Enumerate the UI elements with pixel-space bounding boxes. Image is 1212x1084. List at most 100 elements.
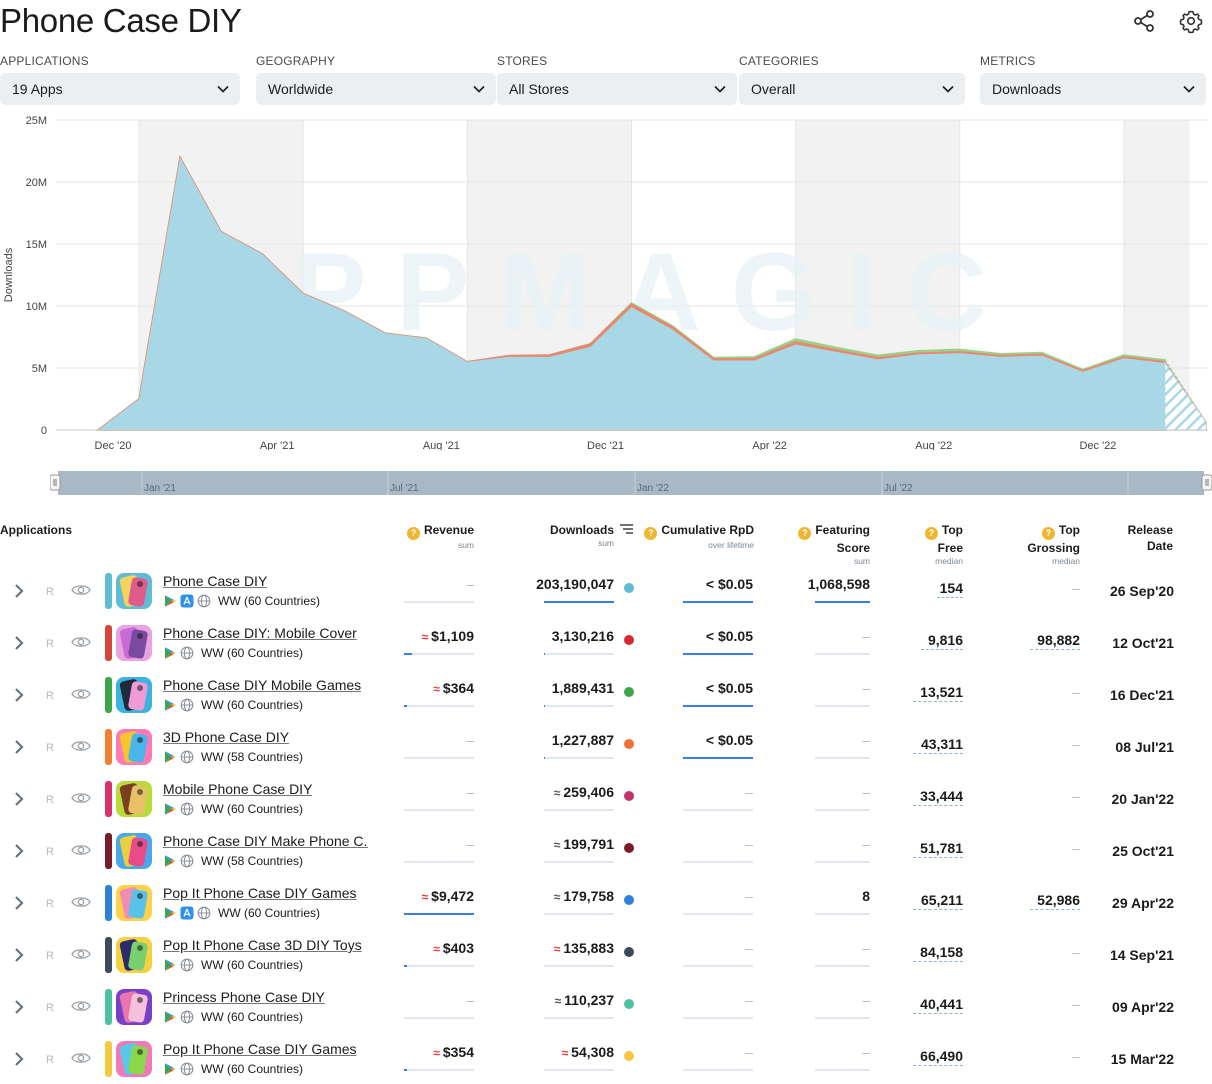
top-free-underline — [913, 909, 963, 910]
top-free-cell[interactable]: 9,816 — [927, 632, 963, 648]
col-featuring[interactable]: ? Featuring Score sum — [790, 522, 870, 566]
help-icon[interactable]: ? — [798, 527, 812, 540]
expand-row-chevron-icon[interactable] — [11, 946, 27, 964]
expand-row-chevron-icon[interactable] — [11, 582, 27, 600]
eye-icon[interactable] — [71, 1051, 91, 1065]
expand-row-chevron-icon[interactable] — [11, 1050, 27, 1068]
applications-select[interactable]: 19 Apps — [0, 73, 240, 105]
table-row[interactable]: R Phone Case DIY WW (60 Countries) – 203,190… — [0, 570, 1212, 622]
geography-select[interactable]: Worldwide — [256, 73, 496, 105]
app-name-link[interactable]: Pop It Phone Case DIY Games — [163, 1041, 357, 1057]
related-toggle[interactable]: R — [46, 846, 54, 858]
app-name-link[interactable]: Mobile Phone Case DIY — [163, 781, 313, 797]
navigator-track[interactable] — [58, 471, 1204, 495]
sort-descending-icon[interactable] — [620, 524, 633, 534]
app-name-link[interactable]: Pop It Phone Case DIY Games — [163, 885, 357, 901]
help-icon[interactable]: ? — [644, 527, 658, 540]
related-toggle[interactable]: R — [46, 638, 54, 650]
top-grossing-cell[interactable]: 52,986 — [1037, 892, 1080, 908]
col-downloads[interactable]: Downloads sum — [520, 522, 614, 548]
col-rpd[interactable]: ? Cumulative RpD over lifetime — [644, 522, 754, 550]
table-row[interactable]: R Pop It Phone Case DIY Games WW (60 Count… — [0, 1038, 1212, 1084]
navigator-handle[interactable] — [50, 474, 61, 491]
app-icon — [116, 937, 152, 973]
top-free-cell[interactable]: 65,211 — [920, 892, 963, 908]
share-icon[interactable] — [1131, 8, 1157, 34]
eye-icon[interactable] — [71, 999, 91, 1013]
eye-icon[interactable] — [71, 635, 91, 649]
rpd-bar — [683, 1069, 753, 1071]
top-free-cell[interactable]: 43,311 — [920, 736, 963, 752]
table-row[interactable]: R Phone Case DIY: Mobile Cover WW (60 Coun… — [0, 622, 1212, 674]
top-grossing-cell[interactable]: 98,882 — [1037, 632, 1080, 648]
related-toggle[interactable]: R — [46, 1054, 54, 1066]
related-toggle[interactable]: R — [46, 1002, 54, 1014]
expand-row-chevron-icon[interactable] — [11, 634, 27, 652]
top-free-cell[interactable]: 40,441 — [920, 996, 963, 1012]
featuring-bar — [815, 757, 870, 759]
expand-row-chevron-icon[interactable] — [11, 842, 27, 860]
stores-select[interactable]: All Stores — [497, 73, 737, 105]
downloads-value: 259,406 — [563, 784, 614, 800]
table-row[interactable]: R Mobile Phone Case DIY WW (60 Countries) –… — [0, 778, 1212, 830]
categories-select[interactable]: Overall — [739, 73, 965, 105]
table-row[interactable]: R Pop It Phone Case DIY Games WW (60 Count… — [0, 882, 1212, 934]
navigator-handle[interactable] — [1201, 474, 1212, 491]
release-date: 08 Jul'21 — [1115, 739, 1174, 755]
eye-icon[interactable] — [71, 843, 91, 857]
help-icon[interactable]: ? — [1041, 527, 1055, 540]
app-name-link[interactable]: Phone Case DIY Make Phone C... — [163, 833, 368, 849]
expand-row-chevron-icon[interactable] — [11, 790, 27, 808]
table-row[interactable]: R Phone Case DIY Mobile Games WW (60 Count… — [0, 674, 1212, 726]
table-row[interactable]: R 3D Phone Case DIY WW (58 Countries) – 1,22… — [0, 726, 1212, 778]
col-top-grossing[interactable]: ? Top Grossing median — [1000, 522, 1080, 566]
eye-icon[interactable] — [71, 739, 91, 753]
help-icon[interactable]: ? — [924, 527, 938, 540]
eye-icon[interactable] — [71, 791, 91, 805]
geo-label: WW (58 Countries) — [201, 854, 304, 868]
eye-icon[interactable] — [71, 583, 91, 597]
top-free-cell[interactable]: 51,781 — [920, 840, 963, 856]
geo-label: WW (60 Countries) — [201, 1010, 304, 1024]
series-dot — [624, 687, 634, 697]
eye-icon[interactable] — [71, 895, 91, 909]
top-free-cell[interactable]: 154 — [939, 580, 963, 596]
related-toggle[interactable]: R — [46, 690, 54, 702]
app-name-link[interactable]: 3D Phone Case DIY — [163, 729, 290, 745]
related-toggle[interactable]: R — [46, 586, 54, 598]
gear-icon[interactable] — [1178, 8, 1204, 34]
related-toggle[interactable]: R — [46, 950, 54, 962]
table-row[interactable]: R Princess Phone Case DIY WW (60 Countries… — [0, 986, 1212, 1038]
col-release-date[interactable]: Release Date — [1100, 522, 1173, 554]
col-top-free[interactable]: ? Top Free median — [903, 522, 963, 566]
top-free-cell[interactable]: 33,444 — [920, 788, 963, 804]
table-row[interactable]: R Pop It Phone Case 3D DIY Toys WW (60 Cou… — [0, 934, 1212, 986]
eye-icon[interactable] — [71, 687, 91, 701]
app-name-link[interactable]: Phone Case DIY Mobile Games — [163, 677, 362, 693]
expand-row-chevron-icon[interactable] — [11, 738, 27, 756]
app-name-link[interactable]: Phone Case DIY: Mobile Cover — [163, 625, 357, 641]
top-free-cell[interactable]: 13,521 — [920, 684, 963, 700]
col-revenue[interactable]: ? Revenue sum — [400, 522, 474, 550]
eye-icon[interactable] — [71, 947, 91, 961]
app-name-link[interactable]: Princess Phone Case DIY — [163, 989, 325, 1005]
top-free-cell[interactable]: 84,158 — [920, 944, 963, 960]
app-name-link[interactable]: Phone Case DIY — [163, 573, 268, 589]
table-row[interactable]: R Phone Case DIY Make Phone C... WW (58 Co… — [0, 830, 1212, 882]
related-toggle[interactable]: R — [46, 794, 54, 806]
app-name-link[interactable]: Pop It Phone Case 3D DIY Toys — [163, 937, 362, 953]
related-toggle[interactable]: R — [46, 898, 54, 910]
expand-row-chevron-icon[interactable] — [11, 686, 27, 704]
expand-row-chevron-icon[interactable] — [11, 998, 27, 1016]
col-downloads-sub: sum — [597, 538, 614, 548]
col-applications[interactable]: Applications — [0, 523, 73, 537]
related-toggle[interactable]: R — [46, 742, 54, 754]
metrics-select[interactable]: Downloads — [980, 73, 1206, 105]
time-range-navigator[interactable]: Jan '21 Jul '21 Jan '22 Jul '22 — [50, 471, 1212, 495]
area-series[interactable] — [98, 157, 1165, 430]
help-icon[interactable]: ? — [406, 527, 420, 540]
downloads-bar — [544, 861, 614, 863]
expand-row-chevron-icon[interactable] — [11, 894, 27, 912]
top-free-cell[interactable]: 66,490 — [920, 1048, 963, 1064]
